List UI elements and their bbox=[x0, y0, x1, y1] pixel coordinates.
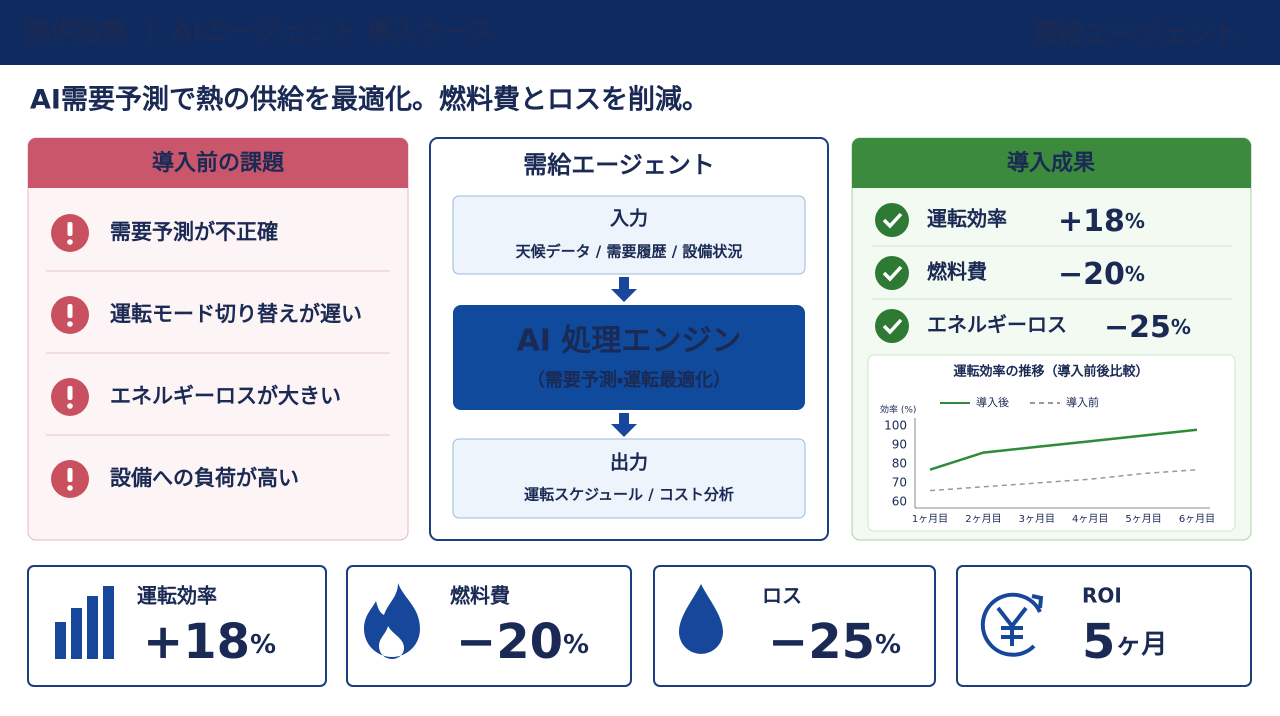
kpi-box bbox=[956, 565, 1252, 687]
legend-label: 導入後 bbox=[976, 395, 1009, 409]
legend-label: 導入前 bbox=[1066, 395, 1099, 409]
result-label: 運転効率 bbox=[927, 207, 1007, 231]
alert-icon bbox=[51, 296, 89, 334]
flame-icon bbox=[364, 583, 420, 659]
engine-title: AI 処理エンジン bbox=[517, 324, 742, 359]
header-brand: 需給エージェント bbox=[1033, 19, 1240, 50]
value: +18 bbox=[143, 614, 250, 670]
value: 5 bbox=[1082, 614, 1115, 670]
alert-dot bbox=[67, 403, 73, 409]
value: −20 bbox=[1058, 257, 1125, 292]
issue-text: 設備への負荷が高い bbox=[110, 466, 299, 490]
kpi-label: 燃料費 bbox=[450, 584, 510, 608]
engine-box bbox=[453, 305, 805, 410]
y-tick-label: 90 bbox=[892, 438, 907, 452]
kpi-label: ロス bbox=[762, 584, 802, 608]
x-tick-label: 4ヶ月目 bbox=[1072, 513, 1108, 525]
alert-dot bbox=[67, 321, 73, 327]
yen-icon bbox=[980, 592, 1044, 657]
kpi-label: ROI bbox=[1082, 584, 1122, 608]
alert-dot bbox=[67, 239, 73, 245]
kpi-value: +18% bbox=[143, 614, 276, 670]
result-label: 燃料費 bbox=[927, 260, 987, 284]
result-label: エネルギーロス bbox=[927, 313, 1067, 337]
panel-title: 導入前の課題 bbox=[152, 150, 285, 176]
kpi-value: 5ヶ月 bbox=[1082, 614, 1167, 670]
series-line bbox=[929, 428, 1198, 471]
arrow bbox=[611, 413, 637, 437]
kpi-box bbox=[27, 565, 327, 687]
panel-title: 導入成果 bbox=[1007, 150, 1095, 176]
alert-bar bbox=[67, 468, 73, 482]
issue-text: 需要予測が不正確 bbox=[110, 220, 278, 244]
alert-icon bbox=[51, 378, 89, 416]
unit: % bbox=[1125, 209, 1145, 233]
unit: % bbox=[1171, 315, 1191, 339]
alert-dot bbox=[67, 485, 73, 491]
y-tick-label: 60 bbox=[892, 495, 907, 509]
check-icon bbox=[875, 256, 909, 290]
box-detail: 天候データ / 需要履歴 / 設備状況 bbox=[516, 243, 743, 261]
x-tick-label: 6ヶ月目 bbox=[1179, 513, 1215, 525]
result-value: −20% bbox=[1058, 257, 1145, 292]
box-title: 出力 bbox=[610, 451, 648, 474]
alert-icon bbox=[51, 214, 89, 252]
results-header bbox=[852, 138, 1251, 188]
x-tick-label: 1ヶ月目 bbox=[912, 513, 948, 525]
box-detail: 運転スケジュール / コスト分析 bbox=[524, 486, 734, 504]
value: −25 bbox=[768, 614, 875, 670]
result-value: +18% bbox=[1058, 204, 1145, 239]
issue-text: エネルギーロスが大きい bbox=[110, 384, 341, 408]
y-tick-label: 100 bbox=[884, 419, 907, 433]
y-tick-label: 70 bbox=[892, 476, 907, 490]
alert-bar bbox=[67, 386, 73, 400]
arrow bbox=[611, 277, 637, 302]
bar-icon bbox=[55, 586, 114, 659]
drop-icon bbox=[679, 584, 723, 654]
headline: AI需要予測で熱の供給を最適化。燃料費とロスを削減。 bbox=[30, 85, 709, 116]
result-value: −25% bbox=[1104, 310, 1191, 345]
kpi-value: −20% bbox=[456, 614, 589, 670]
header-title: 熱供給業 ｜ AIエージェント 導入ケース bbox=[24, 17, 495, 48]
kpi-box bbox=[653, 565, 936, 687]
output-box bbox=[452, 438, 806, 519]
check-circle bbox=[875, 256, 909, 290]
x-tick-label: 2ヶ月目 bbox=[965, 513, 1001, 525]
alert-bar bbox=[67, 304, 73, 318]
alert-bar bbox=[67, 222, 73, 236]
unit: % bbox=[875, 630, 901, 660]
chart-title: 運転効率の推移（導入前後比較） bbox=[953, 364, 1148, 380]
panel-title: 需給エージェント bbox=[523, 151, 715, 179]
unit: % bbox=[250, 630, 276, 660]
kpi-label: 運転効率 bbox=[137, 584, 217, 608]
header-bar bbox=[0, 0, 1280, 65]
x-tick-label: 5ヶ月目 bbox=[1125, 513, 1161, 525]
input-box bbox=[452, 195, 806, 275]
unit: ヶ月 bbox=[1115, 630, 1167, 660]
check-icon bbox=[875, 309, 909, 343]
check-mark bbox=[882, 318, 903, 335]
unit: % bbox=[1125, 262, 1145, 286]
value: −20 bbox=[456, 614, 563, 670]
unit: % bbox=[563, 630, 589, 660]
issues-header bbox=[28, 138, 408, 188]
check-icon bbox=[875, 203, 909, 237]
value: +18 bbox=[1058, 204, 1125, 239]
check-circle bbox=[875, 203, 909, 237]
check-mark bbox=[882, 212, 903, 229]
kpi-box bbox=[346, 565, 632, 687]
y-axis-title: 効率 (%) bbox=[880, 405, 916, 416]
check-mark bbox=[882, 265, 903, 282]
alert-icon bbox=[51, 460, 89, 498]
box-title: 入力 bbox=[610, 207, 648, 230]
y-tick-label: 80 bbox=[892, 457, 907, 471]
x-tick-label: 3ヶ月目 bbox=[1019, 513, 1055, 525]
kpi-value: −25% bbox=[768, 614, 901, 670]
value: −25 bbox=[1104, 310, 1171, 345]
issue-text: 運転モード切り替えが遅い bbox=[110, 302, 362, 326]
engine-detail: （需要予測・運転最適化） bbox=[527, 369, 731, 391]
check-circle bbox=[875, 309, 909, 343]
chart-box bbox=[867, 354, 1236, 532]
